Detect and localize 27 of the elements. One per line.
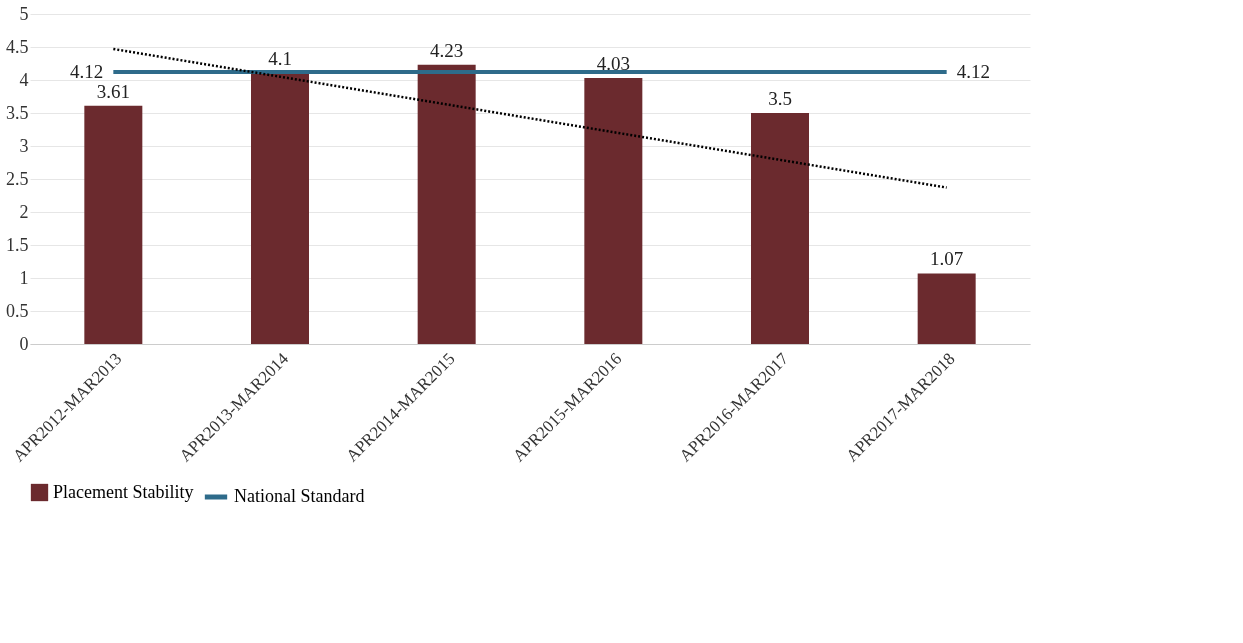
data-label: 4.23 (430, 39, 464, 61)
data-label: 1.07 (930, 248, 964, 270)
bar (917, 273, 976, 344)
y-tick-label: 1 (19, 267, 29, 288)
y-tick-label: 0.5 (6, 300, 29, 321)
data-label: 4.12 (70, 61, 104, 83)
y-tick-label: 0 (19, 333, 29, 354)
data-label: 3.5 (768, 88, 792, 109)
data-label: 4.1 (268, 48, 292, 70)
y-tick-label: 3 (19, 135, 29, 156)
data-label: 4.03 (596, 53, 630, 75)
bar (751, 113, 809, 344)
y-tick-label: 2 (19, 201, 29, 222)
bar (417, 64, 476, 344)
y-tick-label: 5 (19, 3, 29, 24)
legend-label: National Standard (234, 486, 365, 506)
y-tick-label: 1.5 (6, 234, 29, 255)
data-label: 4.12 (956, 61, 990, 83)
legend-label: Placement Stability (53, 481, 194, 502)
bar (584, 78, 643, 344)
y-tick-label: 2.5 (6, 168, 29, 189)
bar (251, 73, 309, 344)
y-tick-label: 4 (19, 69, 29, 90)
y-tick-label: 4.5 (6, 36, 29, 57)
bar (84, 105, 143, 344)
y-tick-label: 3.5 (6, 102, 29, 123)
data-label: 3.61 (96, 80, 130, 102)
